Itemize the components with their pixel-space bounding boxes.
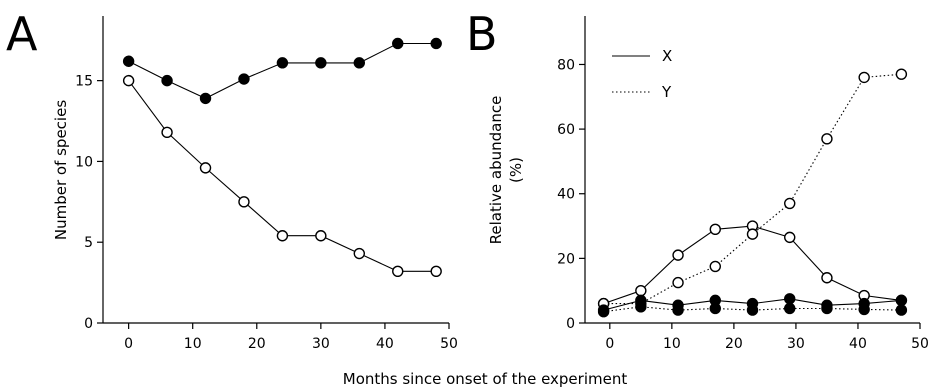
panel-a-x-tick-label: 50 <box>440 336 458 352</box>
panel-b-x-tick-label: 30 <box>787 336 805 352</box>
panel-b-series-3-point <box>821 302 833 315</box>
panel-a-series-0-point <box>276 57 289 69</box>
panel-a-series-0-line <box>128 42 437 100</box>
panel-b-series-0-point <box>784 231 796 244</box>
panel-b-series-1-point <box>672 276 684 289</box>
panel-b-series-1-point <box>895 68 908 80</box>
panel-a-y-tick-label: 10 <box>75 154 93 170</box>
panel-a-series-0-point <box>315 57 327 69</box>
panel-b-legend-label: Y <box>661 83 672 101</box>
panel-a-x-tick-label: 10 <box>184 336 202 352</box>
panel-a-series-1-point <box>122 74 135 87</box>
panel-b-y-tick-label: 0 <box>566 316 575 332</box>
panel-b-letter: B <box>466 7 498 61</box>
panel-a-y-tick-label: 15 <box>75 74 93 90</box>
panel-b-series-2-point <box>784 293 796 305</box>
panel-b-y-tick-label: 80 <box>557 57 575 73</box>
panel-a-series-1-point <box>430 265 442 277</box>
panel-b-series-1-line <box>603 73 902 305</box>
panel-b-y-tick-label: 60 <box>557 122 575 138</box>
panel-a-series-1-point <box>238 196 250 208</box>
panel-b-y-axis-label: Relative abundance (%) <box>487 96 525 245</box>
panel-a-series-0-point <box>161 74 173 87</box>
panel-b-series-1-point <box>821 133 833 145</box>
panel-a-series-1-point <box>392 265 404 277</box>
panel-b-series-3-point <box>597 305 610 318</box>
panel-a-series-1-point <box>276 230 289 242</box>
panel-b-series-0-point <box>709 223 721 235</box>
panel-b-x-tick-label: 0 <box>605 336 614 352</box>
panel-b-series-3-point <box>784 302 796 315</box>
panel-a-y-axis-label: Number of species <box>52 100 70 240</box>
panel-a-series-1-line <box>128 80 437 272</box>
panel-a-y-tick-label: 5 <box>84 235 93 251</box>
panel-a-series-1-point <box>315 230 327 242</box>
panel-b-series-3-point <box>709 302 721 315</box>
panel-a-x-tick-label: 40 <box>376 336 394 352</box>
panel-a-x-tick-label: 20 <box>248 336 266 352</box>
panel-a-y-tick-label: 0 <box>84 316 93 332</box>
panel-b-series-3-point <box>746 304 759 316</box>
panel-b-series-3-point <box>858 303 870 316</box>
panel-a-x-tick-label: 0 <box>124 336 133 352</box>
panel-b-series-0-point <box>821 272 833 284</box>
panel-b-series-0-point <box>635 284 647 297</box>
panel-b-series-1-point <box>858 71 870 84</box>
panel-a-series-0-point <box>238 73 250 85</box>
panel-a-letter: A <box>6 7 38 61</box>
panel-b-chart: 0 20 40 60 80 0 10 20 30 40 50 Relative abundance (%… <box>487 16 929 352</box>
panel-a-series-1-point <box>353 247 365 260</box>
panel-a-series-1-point <box>199 162 212 174</box>
panel-a-series-0-point <box>122 55 135 67</box>
panel-a-series-1-point <box>161 126 173 139</box>
panel-b-y-tick-label: 20 <box>557 251 575 267</box>
panel-b-series-2-point <box>895 294 908 307</box>
panel-b-x-tick-label: 40 <box>849 336 867 352</box>
panel-b-y-tick-label: 40 <box>557 187 575 203</box>
panel-a-series-0-point <box>392 37 404 50</box>
panel-b-series-1-point <box>709 260 721 273</box>
panel-b-series-1-point <box>784 197 796 210</box>
panel-b-series-3-point <box>895 304 908 316</box>
panel-a-series-0-point <box>199 92 212 105</box>
shared-x-axis-label: Months since onset of the experiment <box>343 370 628 388</box>
panel-a-series-0-point <box>353 57 365 69</box>
panel-b-series-3-point <box>635 301 647 313</box>
panel-a-series-0-point <box>430 37 442 50</box>
panel-b-x-tick-label: 50 <box>911 336 929 352</box>
panel-b-x-tick-label: 20 <box>725 336 743 352</box>
panel-a-x-tick-label: 30 <box>312 336 330 352</box>
panel-b-x-tick-label: 10 <box>663 336 681 352</box>
panel-a-chart: 0 5 10 15 0 10 20 30 40 50 Number of species <box>52 16 458 352</box>
panel-b-series-3-point <box>672 304 684 316</box>
panel-b-series-1-point <box>746 228 759 240</box>
panel-b-series-0-point <box>672 249 684 261</box>
panel-b-legend-label: X <box>662 47 672 65</box>
